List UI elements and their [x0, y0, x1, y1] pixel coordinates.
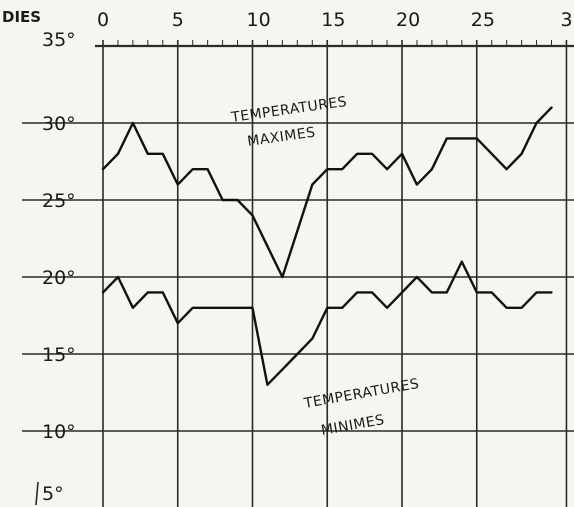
annotations: TEMPERATURES MAXIMES TEMPERATURES MINIME… [229, 94, 420, 439]
x-axis-corner-label: DIES [2, 8, 41, 26]
axis-labels: DIES 0 5 10 15 20 25 31 35° 30° 25° 20° 15° 10° 5° [2, 8, 574, 505]
max-temperature-line [101, 106, 553, 279]
y-tick-label: 10° [42, 421, 76, 443]
x-tick-label: 20 [396, 9, 420, 31]
x-tick-label: 25 [471, 9, 495, 31]
min-temperature-line [101, 260, 553, 386]
x-tick-label: 15 [321, 9, 345, 31]
annotation-max-line1: TEMPERATURES [229, 94, 348, 126]
x-tick-label: 5 [172, 9, 184, 31]
y-tick-label: 30° [42, 113, 76, 135]
y-tick-label: 5° [42, 483, 64, 505]
y-tick-label: 35° [42, 29, 76, 51]
x-tick-label: 0 [97, 9, 109, 31]
annotation-max-line2: MAXIMES [246, 125, 316, 150]
y-tick-label: 15° [42, 344, 76, 366]
x-tick-label: 31 [560, 9, 574, 31]
corner-stroke [35, 481, 39, 506]
annotation-min-line2: MINIMES [320, 412, 386, 439]
annotation-min-line1: TEMPERATURES [302, 376, 421, 412]
grid [22, 40, 574, 507]
y-tick-label: 25° [42, 190, 76, 212]
x-tick-label: 10 [247, 9, 271, 31]
series-lines [101, 106, 553, 386]
y-tick-label: 20° [42, 267, 76, 289]
